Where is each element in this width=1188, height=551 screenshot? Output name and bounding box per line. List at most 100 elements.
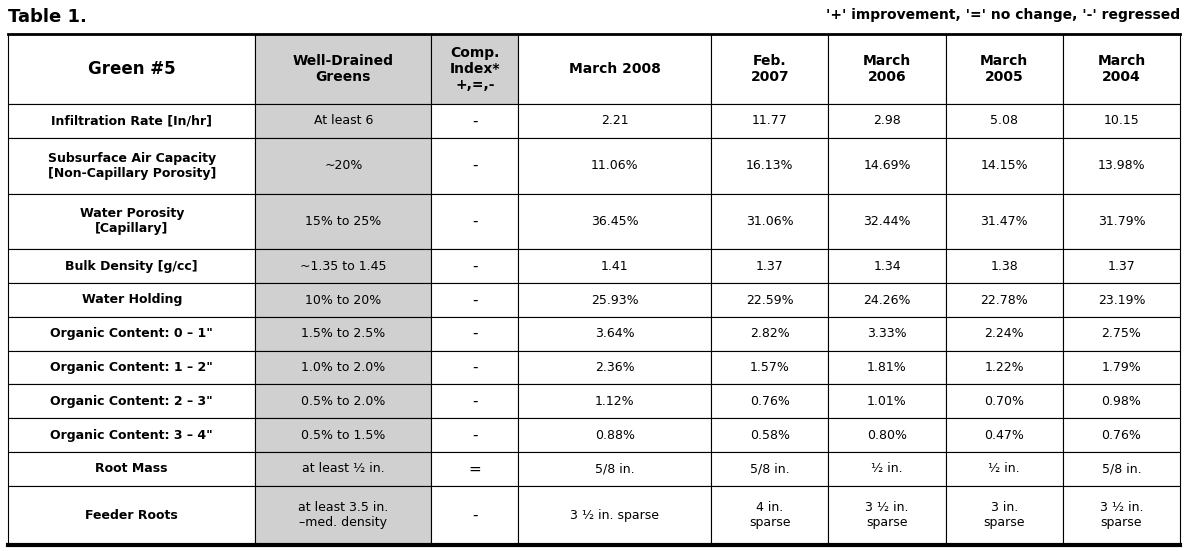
- Text: March
2004: March 2004: [1098, 54, 1145, 84]
- Bar: [255, 249, 431, 283]
- Text: Organic Content: 0 – 1": Organic Content: 0 – 1": [50, 327, 213, 341]
- Bar: [431, 249, 518, 283]
- Text: 1.22%: 1.22%: [985, 361, 1024, 374]
- Bar: [431, 34, 518, 104]
- Bar: [431, 193, 518, 249]
- Text: 0.80%: 0.80%: [867, 429, 906, 442]
- Bar: [8, 104, 255, 138]
- Text: 1.38: 1.38: [991, 260, 1018, 273]
- Bar: [1063, 486, 1180, 545]
- Text: 22.78%: 22.78%: [980, 294, 1028, 306]
- Bar: [518, 104, 712, 138]
- Bar: [431, 418, 518, 452]
- Text: Water Holding: Water Holding: [82, 294, 182, 306]
- Bar: [431, 486, 518, 545]
- Text: 4 in.
sparse: 4 in. sparse: [750, 501, 790, 530]
- Bar: [1063, 317, 1180, 350]
- Bar: [255, 283, 431, 317]
- Bar: [255, 418, 431, 452]
- Text: 3 ½ in.
sparse: 3 ½ in. sparse: [865, 501, 909, 530]
- Text: 13.98%: 13.98%: [1098, 159, 1145, 172]
- Text: 14.69%: 14.69%: [864, 159, 911, 172]
- Text: -: -: [472, 293, 478, 307]
- Bar: [828, 34, 946, 104]
- Bar: [712, 486, 828, 545]
- Bar: [946, 486, 1063, 545]
- Bar: [712, 385, 828, 418]
- Bar: [518, 34, 712, 104]
- Bar: [518, 452, 712, 486]
- Bar: [712, 452, 828, 486]
- Text: March
2006: March 2006: [862, 54, 911, 84]
- Bar: [946, 193, 1063, 249]
- Text: 3 ½ in.
sparse: 3 ½ in. sparse: [1100, 501, 1143, 530]
- Bar: [518, 486, 712, 545]
- Bar: [946, 34, 1063, 104]
- Text: 0.47%: 0.47%: [985, 429, 1024, 442]
- Text: Green #5: Green #5: [88, 60, 176, 78]
- Bar: [828, 350, 946, 385]
- Bar: [518, 249, 712, 283]
- Text: 31.47%: 31.47%: [980, 215, 1028, 228]
- Bar: [1063, 104, 1180, 138]
- Text: 1.37: 1.37: [1107, 260, 1136, 273]
- Text: Organic Content: 3 – 4": Organic Content: 3 – 4": [50, 429, 213, 442]
- Text: 1.5% to 2.5%: 1.5% to 2.5%: [302, 327, 385, 341]
- Bar: [8, 193, 255, 249]
- Text: 2.24%: 2.24%: [985, 327, 1024, 341]
- Bar: [255, 385, 431, 418]
- Text: at least ½ in.: at least ½ in.: [302, 462, 385, 476]
- Text: 1.12%: 1.12%: [595, 395, 634, 408]
- Text: -: -: [472, 114, 478, 128]
- Bar: [8, 138, 255, 193]
- Bar: [828, 104, 946, 138]
- Text: 24.26%: 24.26%: [864, 294, 911, 306]
- Bar: [8, 486, 255, 545]
- Bar: [255, 317, 431, 350]
- Bar: [8, 34, 255, 104]
- Text: 31.06%: 31.06%: [746, 215, 794, 228]
- Text: 0.76%: 0.76%: [750, 395, 790, 408]
- Bar: [518, 350, 712, 385]
- Text: 5.08: 5.08: [991, 115, 1018, 127]
- Bar: [518, 418, 712, 452]
- Text: Well-Drained
Greens: Well-Drained Greens: [292, 54, 394, 84]
- Bar: [518, 385, 712, 418]
- Text: Table 1.: Table 1.: [8, 8, 87, 26]
- Text: -: -: [472, 259, 478, 274]
- Text: 1.79%: 1.79%: [1101, 361, 1142, 374]
- Text: March 2008: March 2008: [569, 62, 661, 76]
- Text: 11.77: 11.77: [752, 115, 788, 127]
- Bar: [712, 317, 828, 350]
- Text: ½ in.: ½ in.: [871, 462, 903, 476]
- Text: 2.21: 2.21: [601, 115, 628, 127]
- Text: Root Mass: Root Mass: [95, 462, 168, 476]
- Bar: [712, 249, 828, 283]
- Text: Infiltration Rate [In/hr]: Infiltration Rate [In/hr]: [51, 115, 213, 127]
- Text: Feb.
2007: Feb. 2007: [751, 54, 789, 84]
- Text: =: =: [468, 462, 481, 477]
- Text: 5/8 in.: 5/8 in.: [1101, 462, 1142, 476]
- Bar: [8, 385, 255, 418]
- Bar: [518, 138, 712, 193]
- Text: 11.06%: 11.06%: [590, 159, 639, 172]
- Text: 1.37: 1.37: [756, 260, 784, 273]
- Bar: [8, 452, 255, 486]
- Text: Feeder Roots: Feeder Roots: [86, 509, 178, 522]
- Bar: [1063, 193, 1180, 249]
- Text: 5/8 in.: 5/8 in.: [595, 462, 634, 476]
- Bar: [8, 350, 255, 385]
- Text: 1.01%: 1.01%: [867, 395, 906, 408]
- Bar: [255, 486, 431, 545]
- Bar: [1063, 34, 1180, 104]
- Text: 1.0% to 2.0%: 1.0% to 2.0%: [302, 361, 385, 374]
- Bar: [1063, 350, 1180, 385]
- Text: 0.58%: 0.58%: [750, 429, 790, 442]
- Bar: [1063, 385, 1180, 418]
- Bar: [946, 418, 1063, 452]
- Bar: [946, 452, 1063, 486]
- Bar: [828, 452, 946, 486]
- Bar: [712, 193, 828, 249]
- Text: 0.5% to 1.5%: 0.5% to 1.5%: [301, 429, 386, 442]
- Bar: [431, 385, 518, 418]
